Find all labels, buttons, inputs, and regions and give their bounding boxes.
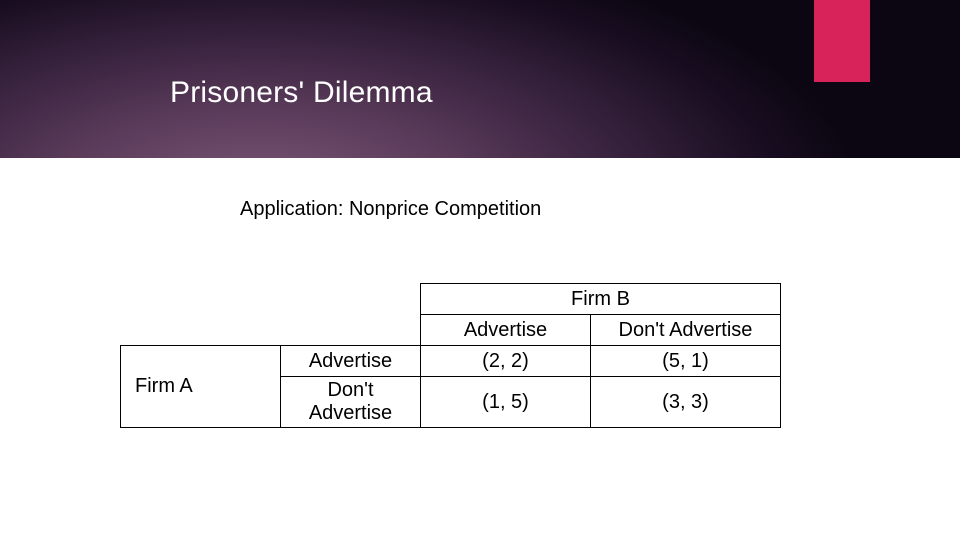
col-player-label: Firm B — [421, 284, 781, 315]
empty-cell — [281, 284, 421, 315]
title-header: Prisoners' Dilemma — [0, 0, 960, 158]
empty-cell — [121, 284, 281, 315]
row-strategy-0: Advertise — [281, 346, 421, 377]
accent-tab — [814, 0, 870, 82]
slide-title: Prisoners' Dilemma — [170, 76, 433, 110]
payoff-1-1: (3, 3) — [591, 377, 781, 428]
col-strategy-1: Don't Advertise — [591, 315, 781, 346]
table-row: Advertise Don't Advertise — [121, 315, 781, 346]
col-strategy-0: Advertise — [421, 315, 591, 346]
payoff-0-1: (5, 1) — [591, 346, 781, 377]
payoff-1-0: (1, 5) — [421, 377, 591, 428]
empty-cell — [281, 315, 421, 346]
payoff-0-0: (2, 2) — [421, 346, 591, 377]
row-player-label: Firm A — [121, 346, 281, 428]
slide-subtitle: Application: Nonprice Competition — [240, 198, 541, 221]
empty-cell — [121, 315, 281, 346]
row-strategy-1: Don't Advertise — [281, 377, 421, 428]
payoff-matrix: Firm B Advertise Don't Advertise Firm A … — [120, 283, 781, 428]
table-row: Firm A Advertise (2, 2) (5, 1) — [121, 346, 781, 377]
table-row: Firm B — [121, 284, 781, 315]
